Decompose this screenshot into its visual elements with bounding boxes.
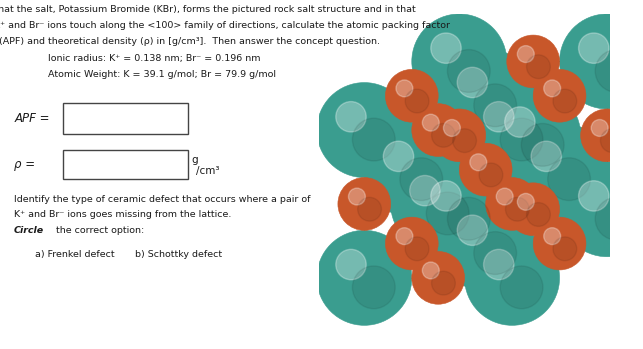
Circle shape — [485, 178, 538, 230]
Circle shape — [512, 122, 607, 217]
Circle shape — [412, 251, 464, 304]
Text: b) Schottky defect: b) Schottky defect — [135, 250, 222, 259]
Circle shape — [527, 203, 550, 227]
Circle shape — [500, 118, 543, 161]
Circle shape — [601, 129, 624, 153]
Circle shape — [470, 154, 487, 171]
Circle shape — [336, 249, 367, 280]
Circle shape — [518, 46, 534, 62]
Circle shape — [544, 80, 561, 97]
Circle shape — [405, 89, 429, 113]
Circle shape — [410, 176, 440, 206]
Circle shape — [349, 188, 365, 205]
Text: Identify the type of ceramic defect that occurs where a pair of: Identify the type of ceramic defect that… — [14, 195, 311, 205]
Circle shape — [438, 196, 533, 291]
Circle shape — [544, 228, 561, 245]
Circle shape — [422, 262, 439, 279]
Circle shape — [400, 158, 442, 201]
Circle shape — [317, 83, 412, 178]
Circle shape — [396, 80, 413, 97]
Circle shape — [412, 104, 464, 156]
Circle shape — [484, 249, 514, 280]
Circle shape — [553, 237, 577, 261]
Circle shape — [338, 178, 391, 230]
Text: Ionic radius: K⁺ = 0.138 nm; Br⁻ = 0.196 nm: Ionic radius: K⁺ = 0.138 nm; Br⁻ = 0.196… — [48, 54, 260, 63]
Text: K⁺ and Br⁻ ions goes missing from the lattice.: K⁺ and Br⁻ ions goes missing from the la… — [14, 210, 231, 220]
Circle shape — [533, 69, 586, 122]
Circle shape — [533, 217, 586, 270]
Circle shape — [431, 181, 461, 211]
Circle shape — [383, 141, 413, 172]
Text: the correct option:: the correct option: — [53, 226, 144, 235]
Circle shape — [453, 129, 476, 153]
Text: (APF) and theoretical density (ρ) in [g/cm³].  Then answer the concept question.: (APF) and theoretical density (ρ) in [g/… — [0, 37, 380, 46]
Circle shape — [431, 124, 455, 147]
Circle shape — [579, 181, 609, 211]
Circle shape — [527, 55, 550, 79]
Text: ρ =: ρ = — [14, 157, 35, 171]
Text: a) Frenkel defect: a) Frenkel defect — [35, 250, 115, 259]
Circle shape — [474, 84, 516, 127]
Circle shape — [559, 162, 643, 257]
Circle shape — [553, 89, 577, 113]
Circle shape — [595, 197, 638, 240]
Circle shape — [396, 228, 413, 245]
Circle shape — [433, 109, 485, 162]
Circle shape — [426, 192, 469, 235]
Circle shape — [336, 102, 367, 132]
Circle shape — [459, 143, 512, 196]
Circle shape — [559, 14, 643, 109]
Circle shape — [485, 88, 581, 183]
Circle shape — [500, 266, 543, 309]
Circle shape — [496, 188, 513, 205]
Circle shape — [484, 102, 514, 132]
Text: g: g — [191, 155, 197, 165]
Circle shape — [531, 141, 561, 172]
Circle shape — [444, 119, 460, 136]
Circle shape — [385, 69, 438, 122]
Circle shape — [457, 215, 487, 245]
Circle shape — [405, 237, 429, 261]
Circle shape — [474, 232, 516, 274]
Circle shape — [352, 118, 395, 161]
Circle shape — [464, 83, 559, 178]
Text: APF =: APF = — [14, 112, 50, 125]
Text: structure the K⁺ and Br⁻ ions touch along the <100> family of directions, calcul: structure the K⁺ and Br⁻ ions touch alon… — [0, 21, 450, 30]
Text: /cm³: /cm³ — [196, 166, 220, 176]
Circle shape — [448, 197, 490, 240]
Circle shape — [422, 114, 439, 131]
Circle shape — [317, 230, 412, 325]
Circle shape — [391, 156, 485, 251]
Circle shape — [505, 197, 529, 221]
Circle shape — [479, 163, 503, 187]
Circle shape — [581, 109, 633, 162]
Circle shape — [457, 67, 487, 98]
Circle shape — [505, 107, 535, 137]
Circle shape — [579, 33, 609, 64]
Text: Circle: Circle — [14, 226, 44, 235]
Circle shape — [448, 50, 490, 92]
Circle shape — [438, 48, 533, 143]
Circle shape — [412, 14, 507, 109]
Text: Given that the salt, Potassium Bromide (KBr), forms the pictured rock salt struc: Given that the salt, Potassium Bromide (… — [0, 5, 415, 14]
Circle shape — [358, 197, 381, 221]
Circle shape — [507, 183, 559, 236]
Circle shape — [431, 33, 461, 64]
Circle shape — [365, 122, 459, 217]
Text: Atomic Weight: K = 39.1 g/mol; Br = 79.9 g/mol: Atomic Weight: K = 39.1 g/mol; Br = 79.9… — [48, 70, 276, 79]
Circle shape — [507, 35, 559, 88]
Circle shape — [431, 271, 455, 295]
Circle shape — [591, 119, 608, 136]
Circle shape — [385, 217, 438, 270]
Circle shape — [521, 124, 564, 166]
Circle shape — [352, 266, 395, 309]
Circle shape — [518, 193, 534, 210]
Circle shape — [548, 158, 590, 201]
Circle shape — [412, 162, 507, 257]
Circle shape — [464, 230, 559, 325]
Circle shape — [595, 50, 638, 92]
